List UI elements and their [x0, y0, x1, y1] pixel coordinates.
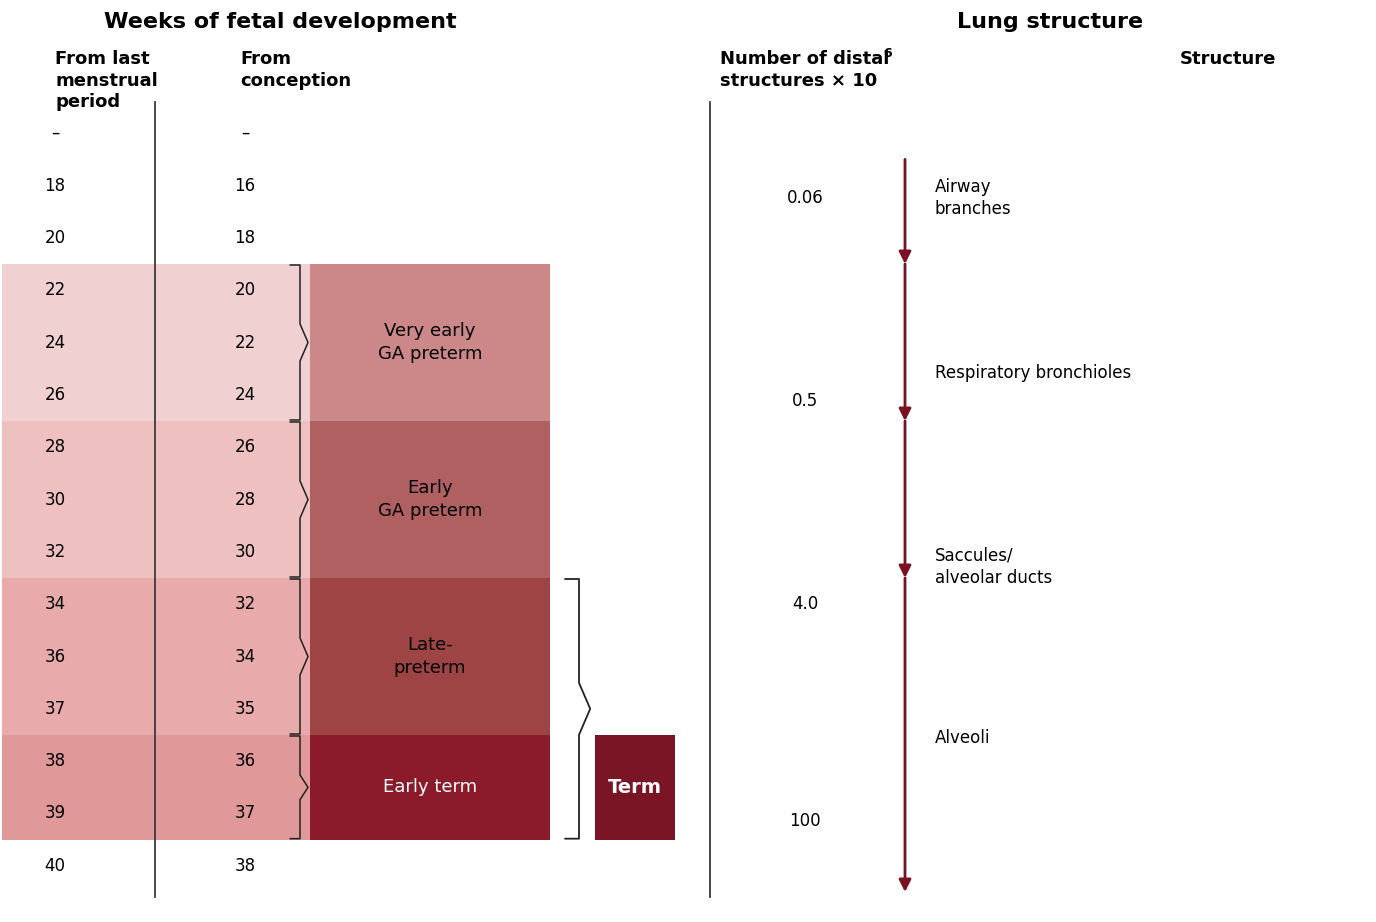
Text: 32: 32: [234, 596, 256, 613]
Bar: [594, 735, 676, 840]
Text: –: –: [51, 124, 59, 142]
Text: 18: 18: [234, 229, 256, 247]
Text: 24: 24: [234, 385, 256, 404]
Text: 38: 38: [234, 857, 256, 875]
Text: 26: 26: [44, 385, 66, 404]
Text: Alveoli: Alveoli: [936, 728, 991, 747]
Text: 38: 38: [44, 752, 66, 770]
Text: Structure: Structure: [1181, 50, 1277, 68]
Text: Lung structure: Lung structure: [956, 12, 1143, 32]
Text: 22: 22: [234, 334, 256, 351]
Bar: [310, 735, 550, 840]
Bar: [1, 421, 155, 578]
Text: 37: 37: [234, 805, 256, 822]
Text: 32: 32: [44, 543, 66, 561]
Text: 22: 22: [44, 281, 66, 299]
Bar: [1, 578, 155, 735]
Text: 36: 36: [234, 752, 256, 770]
Text: 0.06: 0.06: [787, 189, 823, 207]
Bar: [310, 578, 550, 735]
Text: 28: 28: [234, 491, 256, 509]
Text: 16: 16: [234, 176, 256, 195]
Text: 20: 20: [44, 229, 66, 247]
Text: Airway
branches: Airway branches: [936, 178, 1011, 219]
Text: 0.5: 0.5: [791, 392, 819, 410]
Text: Early term: Early term: [383, 778, 477, 797]
Text: 35: 35: [234, 700, 256, 718]
Bar: [1, 264, 155, 421]
Text: Respiratory bronchioles: Respiratory bronchioles: [936, 364, 1131, 383]
Text: 18: 18: [44, 176, 66, 195]
Text: –: –: [241, 124, 249, 142]
Text: Number of distal
structures × 10: Number of distal structures × 10: [720, 50, 889, 89]
Text: 36: 36: [44, 647, 66, 666]
Text: 26: 26: [234, 438, 256, 456]
Text: Very early
GA preterm: Very early GA preterm: [378, 323, 482, 362]
Bar: [310, 421, 550, 578]
Text: 24: 24: [44, 334, 66, 351]
Text: 28: 28: [44, 438, 66, 456]
Text: Term: Term: [608, 778, 662, 797]
Text: 39: 39: [44, 805, 66, 822]
Text: From
conception: From conception: [239, 50, 351, 89]
Bar: [1, 735, 155, 840]
Text: 4.0: 4.0: [791, 595, 819, 613]
Bar: [155, 735, 310, 840]
Bar: [155, 578, 310, 735]
Text: 30: 30: [44, 491, 66, 509]
Text: 37: 37: [44, 700, 66, 718]
Text: 34: 34: [234, 647, 256, 666]
Text: Early
GA preterm: Early GA preterm: [378, 479, 482, 520]
Text: 40: 40: [44, 857, 66, 875]
Text: From last
menstrual
period: From last menstrual period: [55, 50, 158, 111]
Text: 30: 30: [234, 543, 256, 561]
Text: Weeks of fetal development: Weeks of fetal development: [103, 12, 457, 32]
Text: Late-
preterm: Late- preterm: [394, 636, 466, 677]
Text: 20: 20: [234, 281, 256, 299]
Text: Saccules/
alveolar ducts: Saccules/ alveolar ducts: [936, 547, 1053, 587]
Text: 6: 6: [883, 47, 892, 60]
Bar: [155, 421, 310, 578]
Bar: [310, 264, 550, 421]
Bar: [155, 264, 310, 421]
Text: 34: 34: [44, 596, 66, 613]
Text: 100: 100: [790, 811, 821, 830]
